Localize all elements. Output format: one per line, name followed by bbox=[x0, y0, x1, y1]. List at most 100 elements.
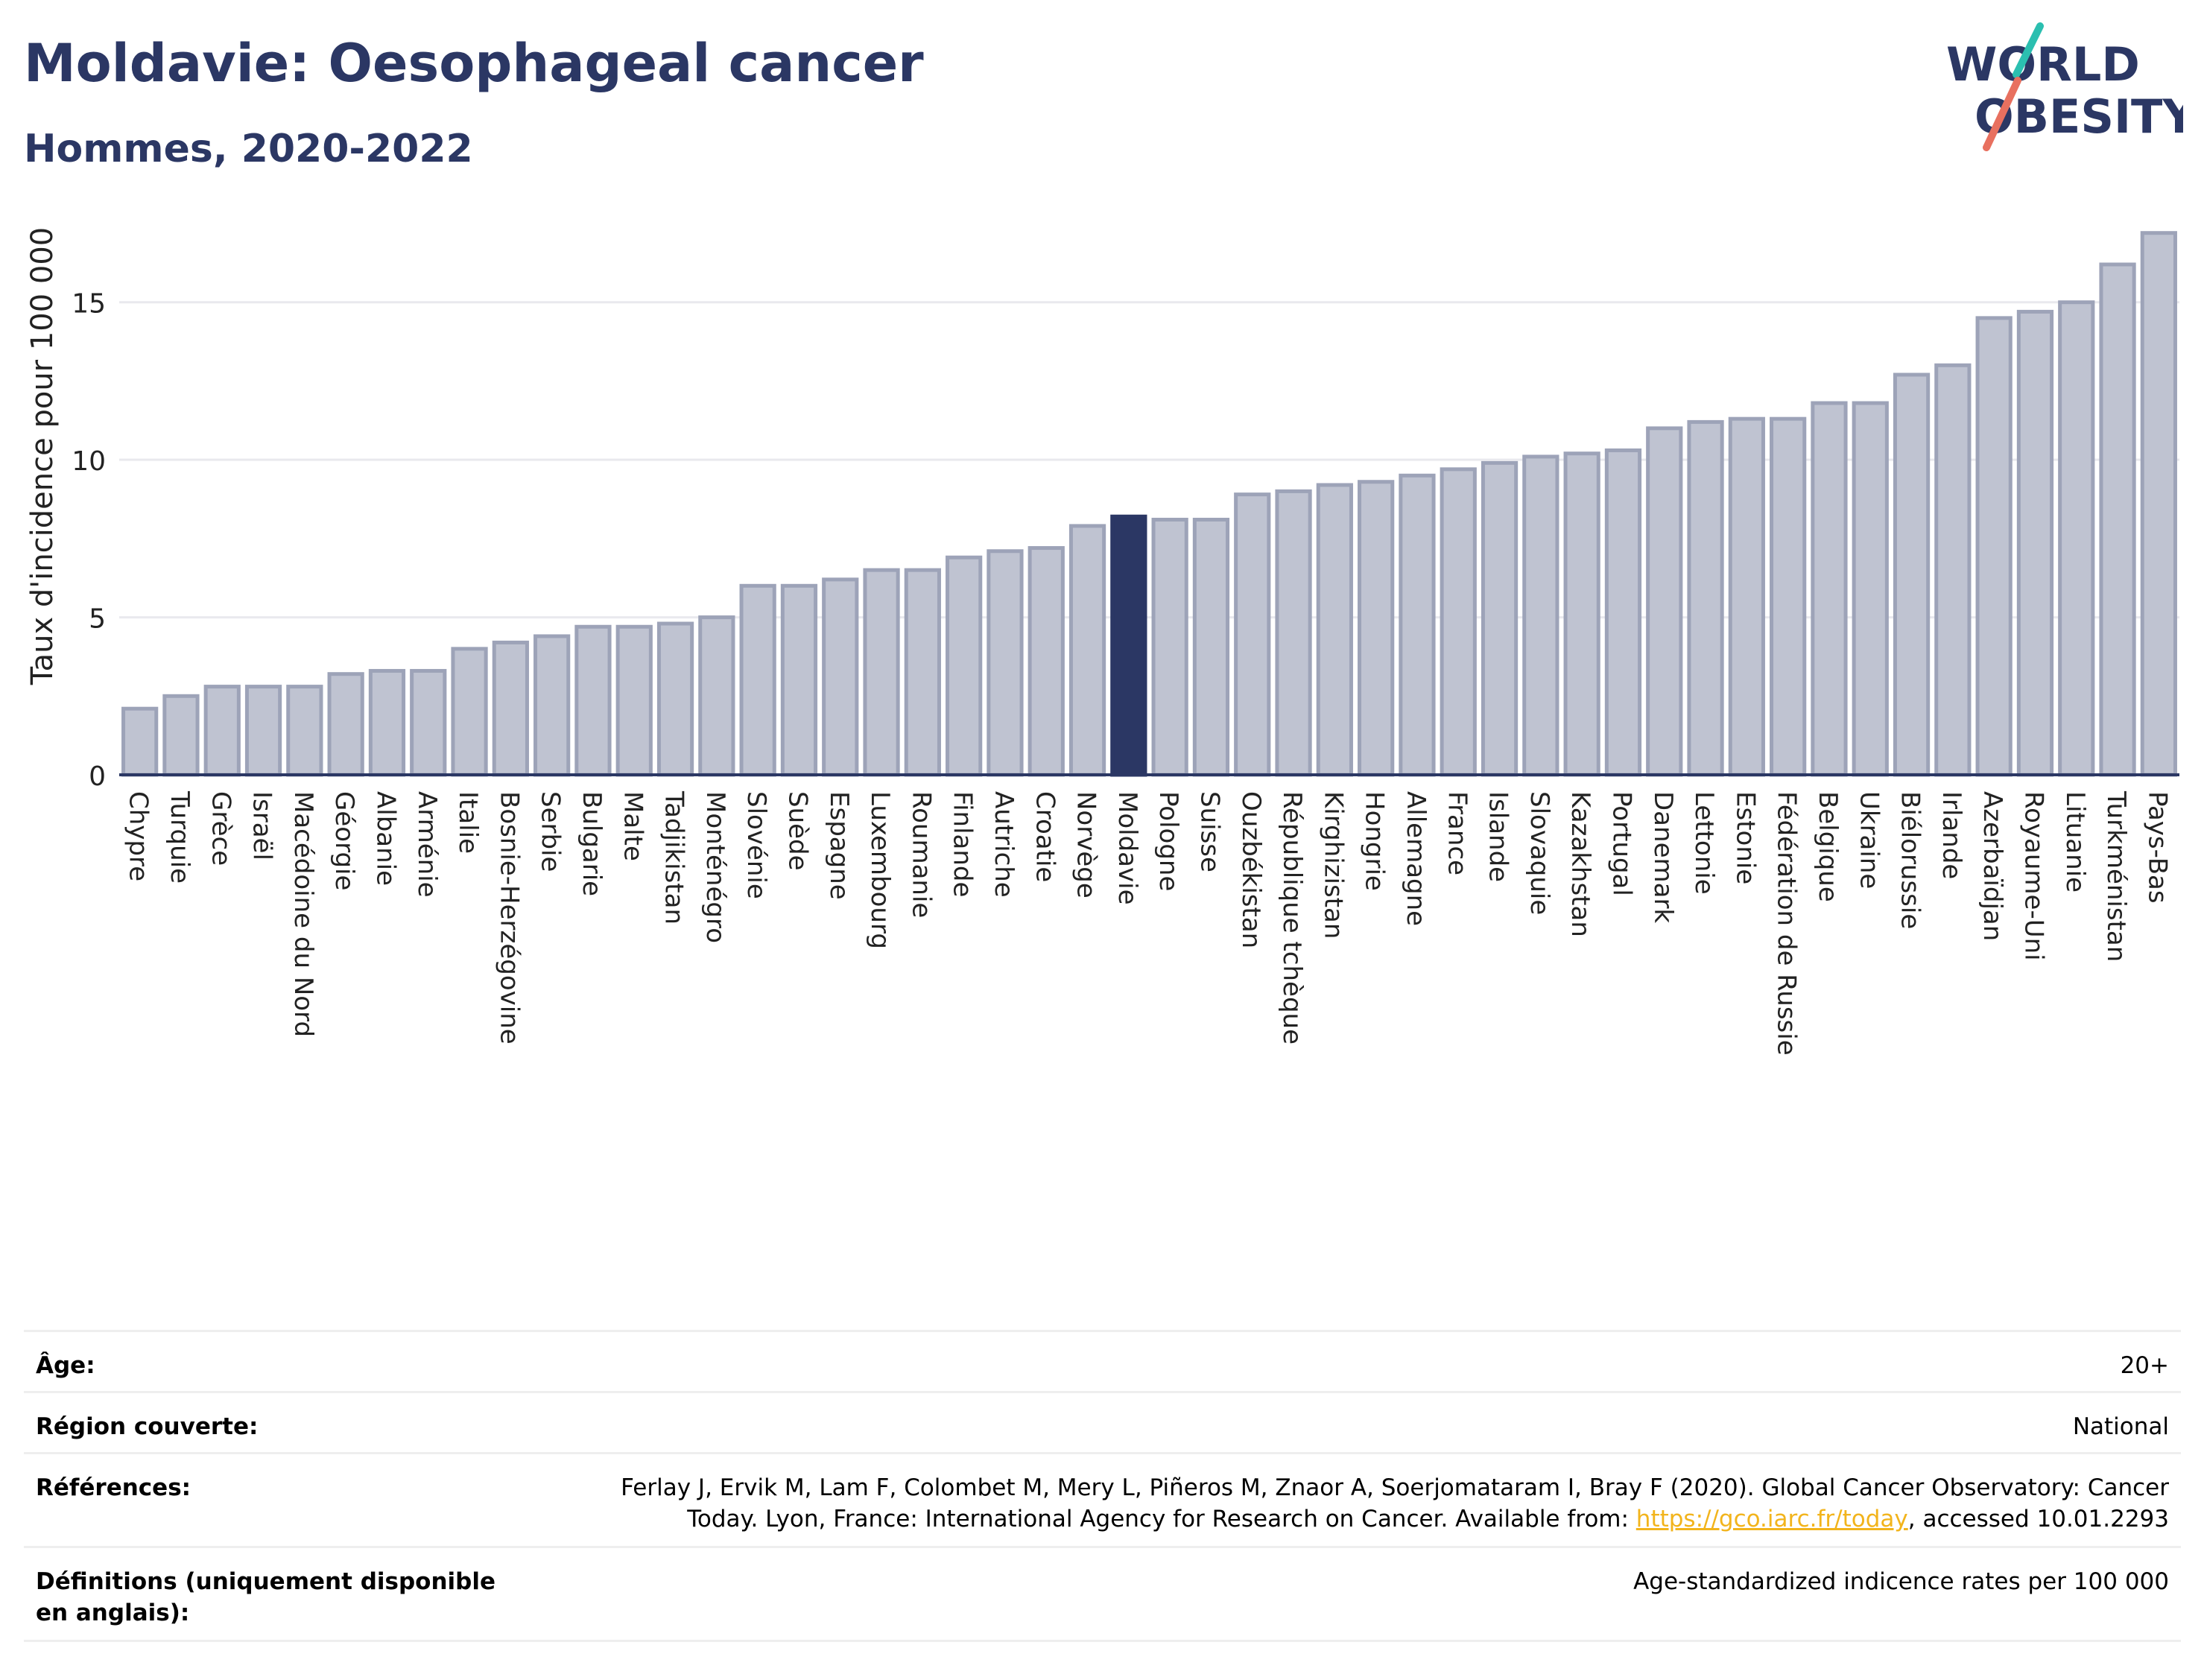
bar-grèce bbox=[203, 685, 241, 777]
bar-tadjikistan bbox=[656, 621, 694, 777]
bar-ouzbékistan bbox=[1234, 492, 1271, 777]
bar-slovénie bbox=[739, 583, 776, 777]
x-tick-label: Lettonie bbox=[1689, 791, 1719, 895]
x-tick-label: Autriche bbox=[989, 791, 1019, 898]
y-tick-label: 0 bbox=[89, 761, 106, 792]
bar-turquie bbox=[162, 694, 200, 777]
x-tick-label: Ukraine bbox=[1854, 791, 1884, 889]
x-tick-label: Bulgarie bbox=[577, 791, 607, 896]
bar-lettonie bbox=[1687, 419, 1724, 777]
region-label: Région couverte: bbox=[36, 1413, 259, 1440]
x-tick-label: Kirghizistan bbox=[1318, 791, 1348, 939]
x-tick-label: Monténégro bbox=[700, 791, 730, 943]
bar-moldavie bbox=[1110, 514, 1147, 777]
x-tick-label: Pologne bbox=[1153, 791, 1183, 891]
x-tick-label: Irlande bbox=[1937, 791, 1966, 879]
meta-row-region: Région couverte: National bbox=[24, 1393, 2181, 1454]
world-obesity-logo: WORLD OBESITY bbox=[1946, 22, 2183, 151]
chart-subtitle: Hommes, 2020-2022 bbox=[24, 127, 473, 171]
x-tick-label: Géorgie bbox=[329, 791, 359, 890]
meta-row-age: Âge: 20+ bbox=[24, 1332, 2181, 1393]
meta-row-references: Références: Ferlay J, Ervik M, Lam F, Co… bbox=[24, 1454, 2181, 1548]
x-tick-label: Royaume-Uni bbox=[2018, 791, 2048, 961]
bar-géorgie bbox=[327, 672, 364, 777]
bar-république-tchèque bbox=[1275, 489, 1312, 777]
x-tick-label: Roumanie bbox=[906, 791, 936, 918]
x-tick-label: Slovaquie bbox=[1524, 791, 1554, 915]
x-tick-label: Israël bbox=[247, 791, 277, 860]
x-tick-label: Hongrie bbox=[1360, 791, 1390, 891]
x-tick-label: Bosnie-Herzégovine bbox=[494, 791, 524, 1045]
bar-malte bbox=[615, 624, 653, 777]
logo-slash-coral bbox=[1983, 77, 2021, 151]
x-tick-label: Tadjikistan bbox=[659, 790, 689, 925]
bars bbox=[121, 231, 2177, 777]
x-tick-label: Norvège bbox=[1071, 791, 1101, 898]
x-tick-label: Espagne bbox=[824, 791, 854, 900]
x-tick-label: Turquie bbox=[165, 790, 194, 884]
bar-turkménistan bbox=[2099, 262, 2136, 777]
x-tick-label: Italie bbox=[453, 791, 483, 854]
bar-danemark bbox=[1646, 426, 1683, 777]
bar-autriche bbox=[987, 549, 1024, 777]
x-tick-labels: Chypre Turquie Grèce Israël Macédoine du Nor… bbox=[124, 790, 2173, 1056]
x-tick-label: France bbox=[1442, 791, 1472, 875]
x-tick-label: Islande bbox=[1483, 791, 1513, 882]
y-tick-label: 15 bbox=[72, 289, 106, 320]
y-tick-label: 5 bbox=[89, 604, 106, 635]
x-tick-label: Allemagne bbox=[1401, 791, 1431, 926]
x-tick-label: Pays-Bas bbox=[2142, 791, 2172, 904]
bar-ukraine bbox=[1852, 401, 1889, 777]
bar-bosnie-herzégovine bbox=[492, 640, 529, 777]
definitions-label: Définitions (uniquement disponible en an… bbox=[36, 1568, 496, 1626]
bar-chypre bbox=[121, 706, 159, 777]
bar-luxembourg bbox=[863, 568, 900, 777]
bar-pays-bas bbox=[2140, 231, 2177, 777]
bar-hongrie bbox=[1358, 480, 1395, 777]
bar-suisse bbox=[1192, 517, 1230, 777]
bar-france bbox=[1440, 467, 1477, 777]
bar-bulgarie bbox=[574, 624, 612, 777]
bar-serbie bbox=[533, 634, 571, 777]
references-text-2: Today. Lyon, France: International Agenc… bbox=[687, 1506, 1636, 1532]
bar-portugal bbox=[1604, 448, 1642, 777]
region-value: National bbox=[2072, 1413, 2169, 1440]
logo-slash-teal bbox=[2013, 22, 2044, 78]
x-tick-label: Luxembourg bbox=[865, 791, 895, 949]
chart-title: Moldavie: Oesophageal cancer bbox=[24, 33, 924, 94]
logo-word-world: WORLD bbox=[1946, 37, 2140, 92]
bar-pologne bbox=[1151, 517, 1188, 777]
y-tick-label: 10 bbox=[72, 446, 106, 477]
bar-kirghizistan bbox=[1316, 483, 1353, 777]
x-tick-label: Biélorussie bbox=[1896, 791, 1925, 929]
x-tick-label: Portugal bbox=[1606, 791, 1636, 896]
x-tick-label: Lituanie bbox=[2060, 791, 2090, 893]
references-link[interactable]: https://gco.iarc.fr/today bbox=[1635, 1506, 1908, 1532]
bar-espagne bbox=[822, 577, 859, 777]
x-tick-label: Danemark bbox=[1648, 791, 1678, 923]
bar-biélorussie bbox=[1893, 373, 1931, 777]
bar-israël bbox=[244, 685, 282, 777]
bar-macédoine-du-nord bbox=[286, 685, 323, 777]
x-tick-label: Estonie bbox=[1730, 791, 1760, 884]
x-tick-label: Grèce bbox=[206, 791, 235, 866]
bar-belgique bbox=[1811, 401, 1848, 777]
x-tick-label: Finlande bbox=[948, 791, 978, 897]
bar-albanie bbox=[368, 668, 406, 777]
x-tick-label: Belgique bbox=[1813, 791, 1843, 902]
bar-irlande bbox=[1934, 363, 1972, 777]
x-tick-label: Arménie bbox=[412, 791, 442, 898]
x-tick-label: Azerbaïdjan bbox=[1977, 791, 2007, 941]
bar-fédération-de-russie bbox=[1770, 416, 1807, 777]
bar-lituanie bbox=[2058, 300, 2095, 777]
x-tick-label: Suisse bbox=[1194, 791, 1224, 872]
x-tick-label: Moldavie bbox=[1112, 791, 1142, 905]
x-tick-label: Malte bbox=[618, 791, 647, 861]
x-tick-label: Kazakhstan bbox=[1565, 791, 1595, 937]
bar-slovaquie bbox=[1522, 454, 1559, 777]
age-label: Âge: bbox=[36, 1352, 95, 1379]
age-value: 20+ bbox=[2120, 1352, 2169, 1379]
x-tick-label: Albanie bbox=[370, 791, 400, 886]
references-value: Ferlay J, Ervik M, Lam F, Colombet M, Me… bbox=[528, 1472, 2169, 1535]
references-text-3: , accessed 10.01.2293 bbox=[1907, 1506, 2169, 1532]
